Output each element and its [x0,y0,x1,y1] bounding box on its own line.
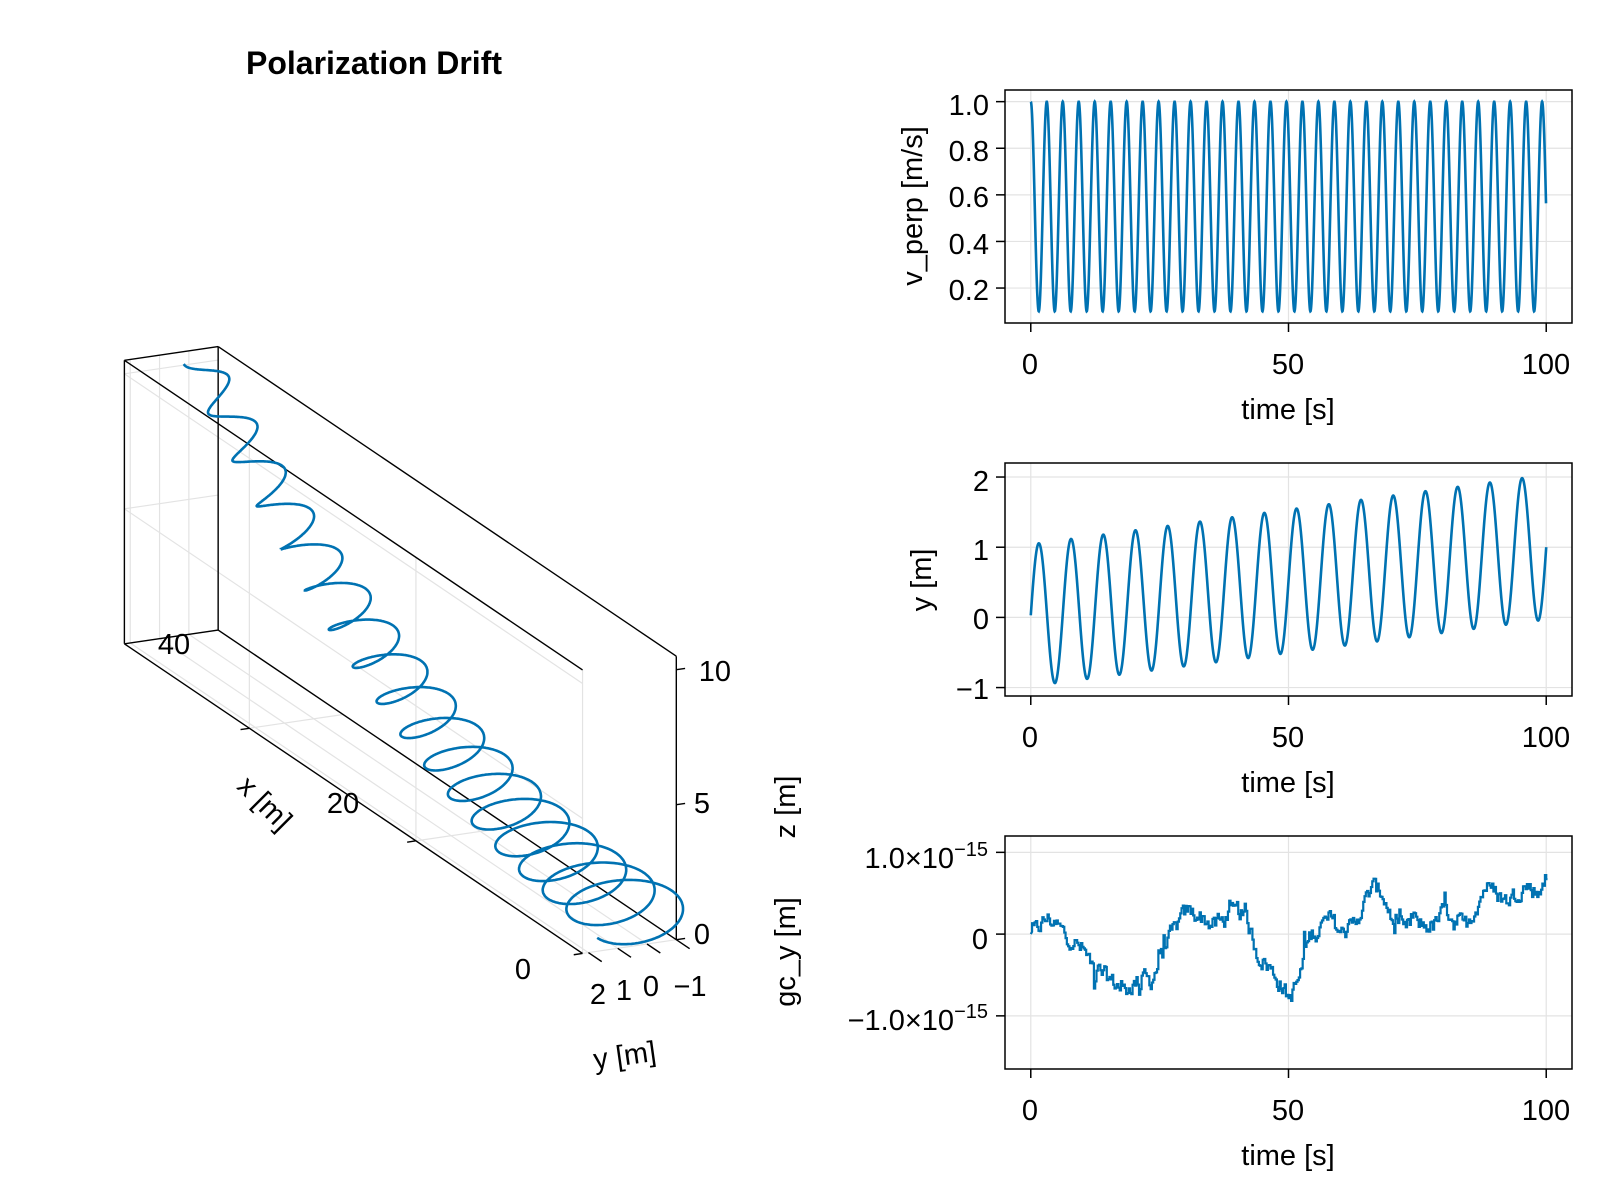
x-tick-0: 0 [515,954,531,986]
y-ytick-1: 1 [973,535,989,567]
box-edge [124,345,219,362]
panel-gcy: 0 50 100 1.0×10−15 0 −1.0×10−15 time [s]… [770,835,1573,1172]
box-edge [217,345,677,657]
gcy-ytick-1e-15-exponent: −15 [954,839,988,861]
y-tick-0: 0 [643,971,659,1003]
x-tick-40: 40 [158,629,190,661]
vperp-xtick-50: 50 [1272,349,1304,381]
vperp-ytick-1.0: 1.0 [949,90,989,122]
y-tick-1: 1 [616,975,632,1007]
plot-3d-title: Polarization Drift [246,45,502,81]
y-xtick-50: 50 [1272,722,1304,754]
gcy-ylabel: gc_y [m] [770,897,802,1007]
panel-vperp: 0 50 100 0.2 0.4 0.6 0.8 1.0 time [s] v_… [897,89,1573,426]
y-tick-2: 2 [590,979,606,1011]
box-edge [217,629,677,941]
x-axis-label: x [m] [231,770,298,837]
vperp-ytick-0.8: 0.8 [949,136,989,168]
grid-side-z [124,494,219,510]
gcy-tick-marks [996,851,1547,1078]
z-tick-mark [676,937,686,941]
gcy-ytick-1e-15: 1.0×10−15 [865,839,988,875]
z-tick-10: 10 [699,656,731,688]
y-tick-mark [675,939,691,950]
plot-3d-frame [123,345,691,963]
x-tick-mark [240,727,250,731]
gcy-xtick-0: 0 [1022,1095,1038,1127]
grid-floor-y [129,642,589,954]
y-ytick-neg1: −1 [956,674,989,706]
vperp-tick-marks [996,100,1547,332]
gcy-xlabel: time [s] [1241,1140,1334,1172]
grid-floor-x [249,713,344,729]
x-tick-mark [407,840,417,843]
y-ytick-0: 0 [973,604,989,636]
z-axis-label: z [m] [770,776,802,839]
y-series-line [1029,476,1548,685]
box-edge [123,359,583,671]
vperp-ytick-0.2: 0.2 [949,275,989,307]
gcy-ytick-neg1e-15-mantissa: −1.0×10 [848,1005,954,1037]
panel-y: 0 50 100 −1 0 1 2 time [s] y [m] [906,462,1573,799]
vperp-xtick-0: 0 [1022,349,1038,381]
vperp-ytick-0.4: 0.4 [949,229,989,261]
x-tick-mark [573,952,583,956]
box-edge [124,629,219,645]
gcy-ytick-neg1e-15: −1.0×10−15 [848,1001,988,1037]
trajectory-line [182,363,685,946]
y-xlabel: time [s] [1241,767,1334,799]
grid-floor-x [582,939,677,955]
gcy-ytick-neg1e-15-exponent: −15 [954,1001,988,1023]
y-tick-mark [646,943,661,954]
grid-side-z [124,359,219,375]
y-ytick-2: 2 [973,466,989,498]
y-xtick-100: 100 [1522,722,1570,754]
x-tick-20: 20 [327,788,359,820]
z-tick-mark [676,802,686,806]
box-edge [123,643,583,955]
vperp-series-line [1029,99,1548,314]
gcy-grid [1005,836,1572,1069]
vperp-ytick-0.6: 0.6 [949,182,989,214]
z-tick-0: 0 [694,919,710,951]
gcy-ytick-1e-15-mantissa: 1.0×10 [865,843,955,875]
grid-floor-y [188,633,648,945]
gcy-xtick-100: 100 [1522,1095,1570,1127]
y-tick-mark [617,947,632,958]
grid-back-z [124,373,583,684]
grid-floor-y [159,638,619,949]
y-tick-mark [588,952,603,963]
z-tick-mark [676,667,686,671]
vperp-xtick-100: 100 [1522,349,1570,381]
gcy-series-line [1029,874,1548,1002]
plot-3d-ticks: 40 20 0 2 1 0 −1 0 5 10 [158,629,731,1011]
y-xtick-0: 0 [1022,722,1038,754]
plot-3d: Polarization Drift 40 20 0 2 1 0 −1 0 5 … [123,45,802,1076]
y-tick-neg1: −1 [673,971,706,1003]
vperp-ylabel: v_perp [m/s] [897,126,929,286]
vperp-xlabel: time [s] [1241,394,1334,426]
y-axis-label: y [m] [591,1036,658,1076]
y-tick-marks [996,476,1547,705]
z-tick-5: 5 [694,788,710,820]
y-ylabel: y [m] [906,549,938,612]
gcy-xtick-50: 50 [1272,1095,1304,1127]
gcy-ytick-0: 0 [972,924,988,956]
